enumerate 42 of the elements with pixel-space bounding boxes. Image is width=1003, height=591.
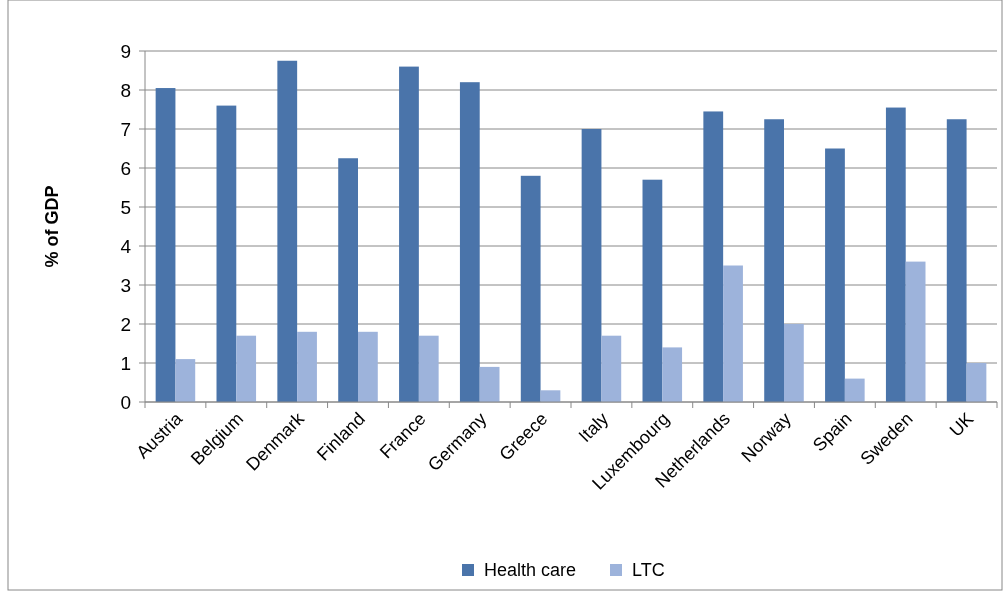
- bar: [175, 359, 196, 402]
- x-tick-label: UK: [945, 408, 978, 441]
- bar: [844, 378, 865, 402]
- y-tick-label: 9: [120, 40, 131, 62]
- bar: [520, 175, 541, 402]
- y-tick-label: 0: [120, 391, 131, 413]
- y-tick-label: 8: [120, 79, 131, 101]
- bar: [277, 60, 298, 402]
- y-tick-label: 6: [120, 157, 131, 179]
- bar: [236, 335, 257, 402]
- bar: [601, 335, 622, 402]
- bar: [764, 119, 784, 402]
- bar: [723, 265, 743, 402]
- legend-label: LTC: [632, 560, 665, 580]
- bar: [358, 331, 378, 402]
- bar: [216, 105, 237, 402]
- y-axis-title: % of GDP: [42, 185, 62, 268]
- bar: [642, 179, 663, 402]
- y-tick-label: 4: [120, 235, 132, 257]
- legend-label: Health care: [484, 560, 577, 580]
- bar: [338, 158, 358, 402]
- bar: [540, 390, 561, 402]
- bar: [459, 82, 480, 402]
- bar: [297, 331, 317, 402]
- bar: [905, 261, 926, 402]
- bar: [155, 88, 176, 402]
- y-tick-label: 5: [120, 196, 131, 218]
- bar: [479, 366, 500, 402]
- y-tick-label: 1: [120, 352, 131, 374]
- y-tick-label: 7: [120, 118, 131, 140]
- bar: [825, 148, 845, 402]
- bar: [784, 324, 804, 402]
- bar: [703, 111, 724, 402]
- y-tick-label: 3: [120, 274, 131, 296]
- y-tick-label: 2: [120, 313, 131, 335]
- bar: [946, 119, 967, 402]
- bar: [966, 363, 987, 402]
- bar: [662, 347, 683, 402]
- bar: [418, 335, 439, 402]
- bar: [885, 107, 906, 402]
- bar: [399, 66, 419, 402]
- bar: [581, 129, 602, 402]
